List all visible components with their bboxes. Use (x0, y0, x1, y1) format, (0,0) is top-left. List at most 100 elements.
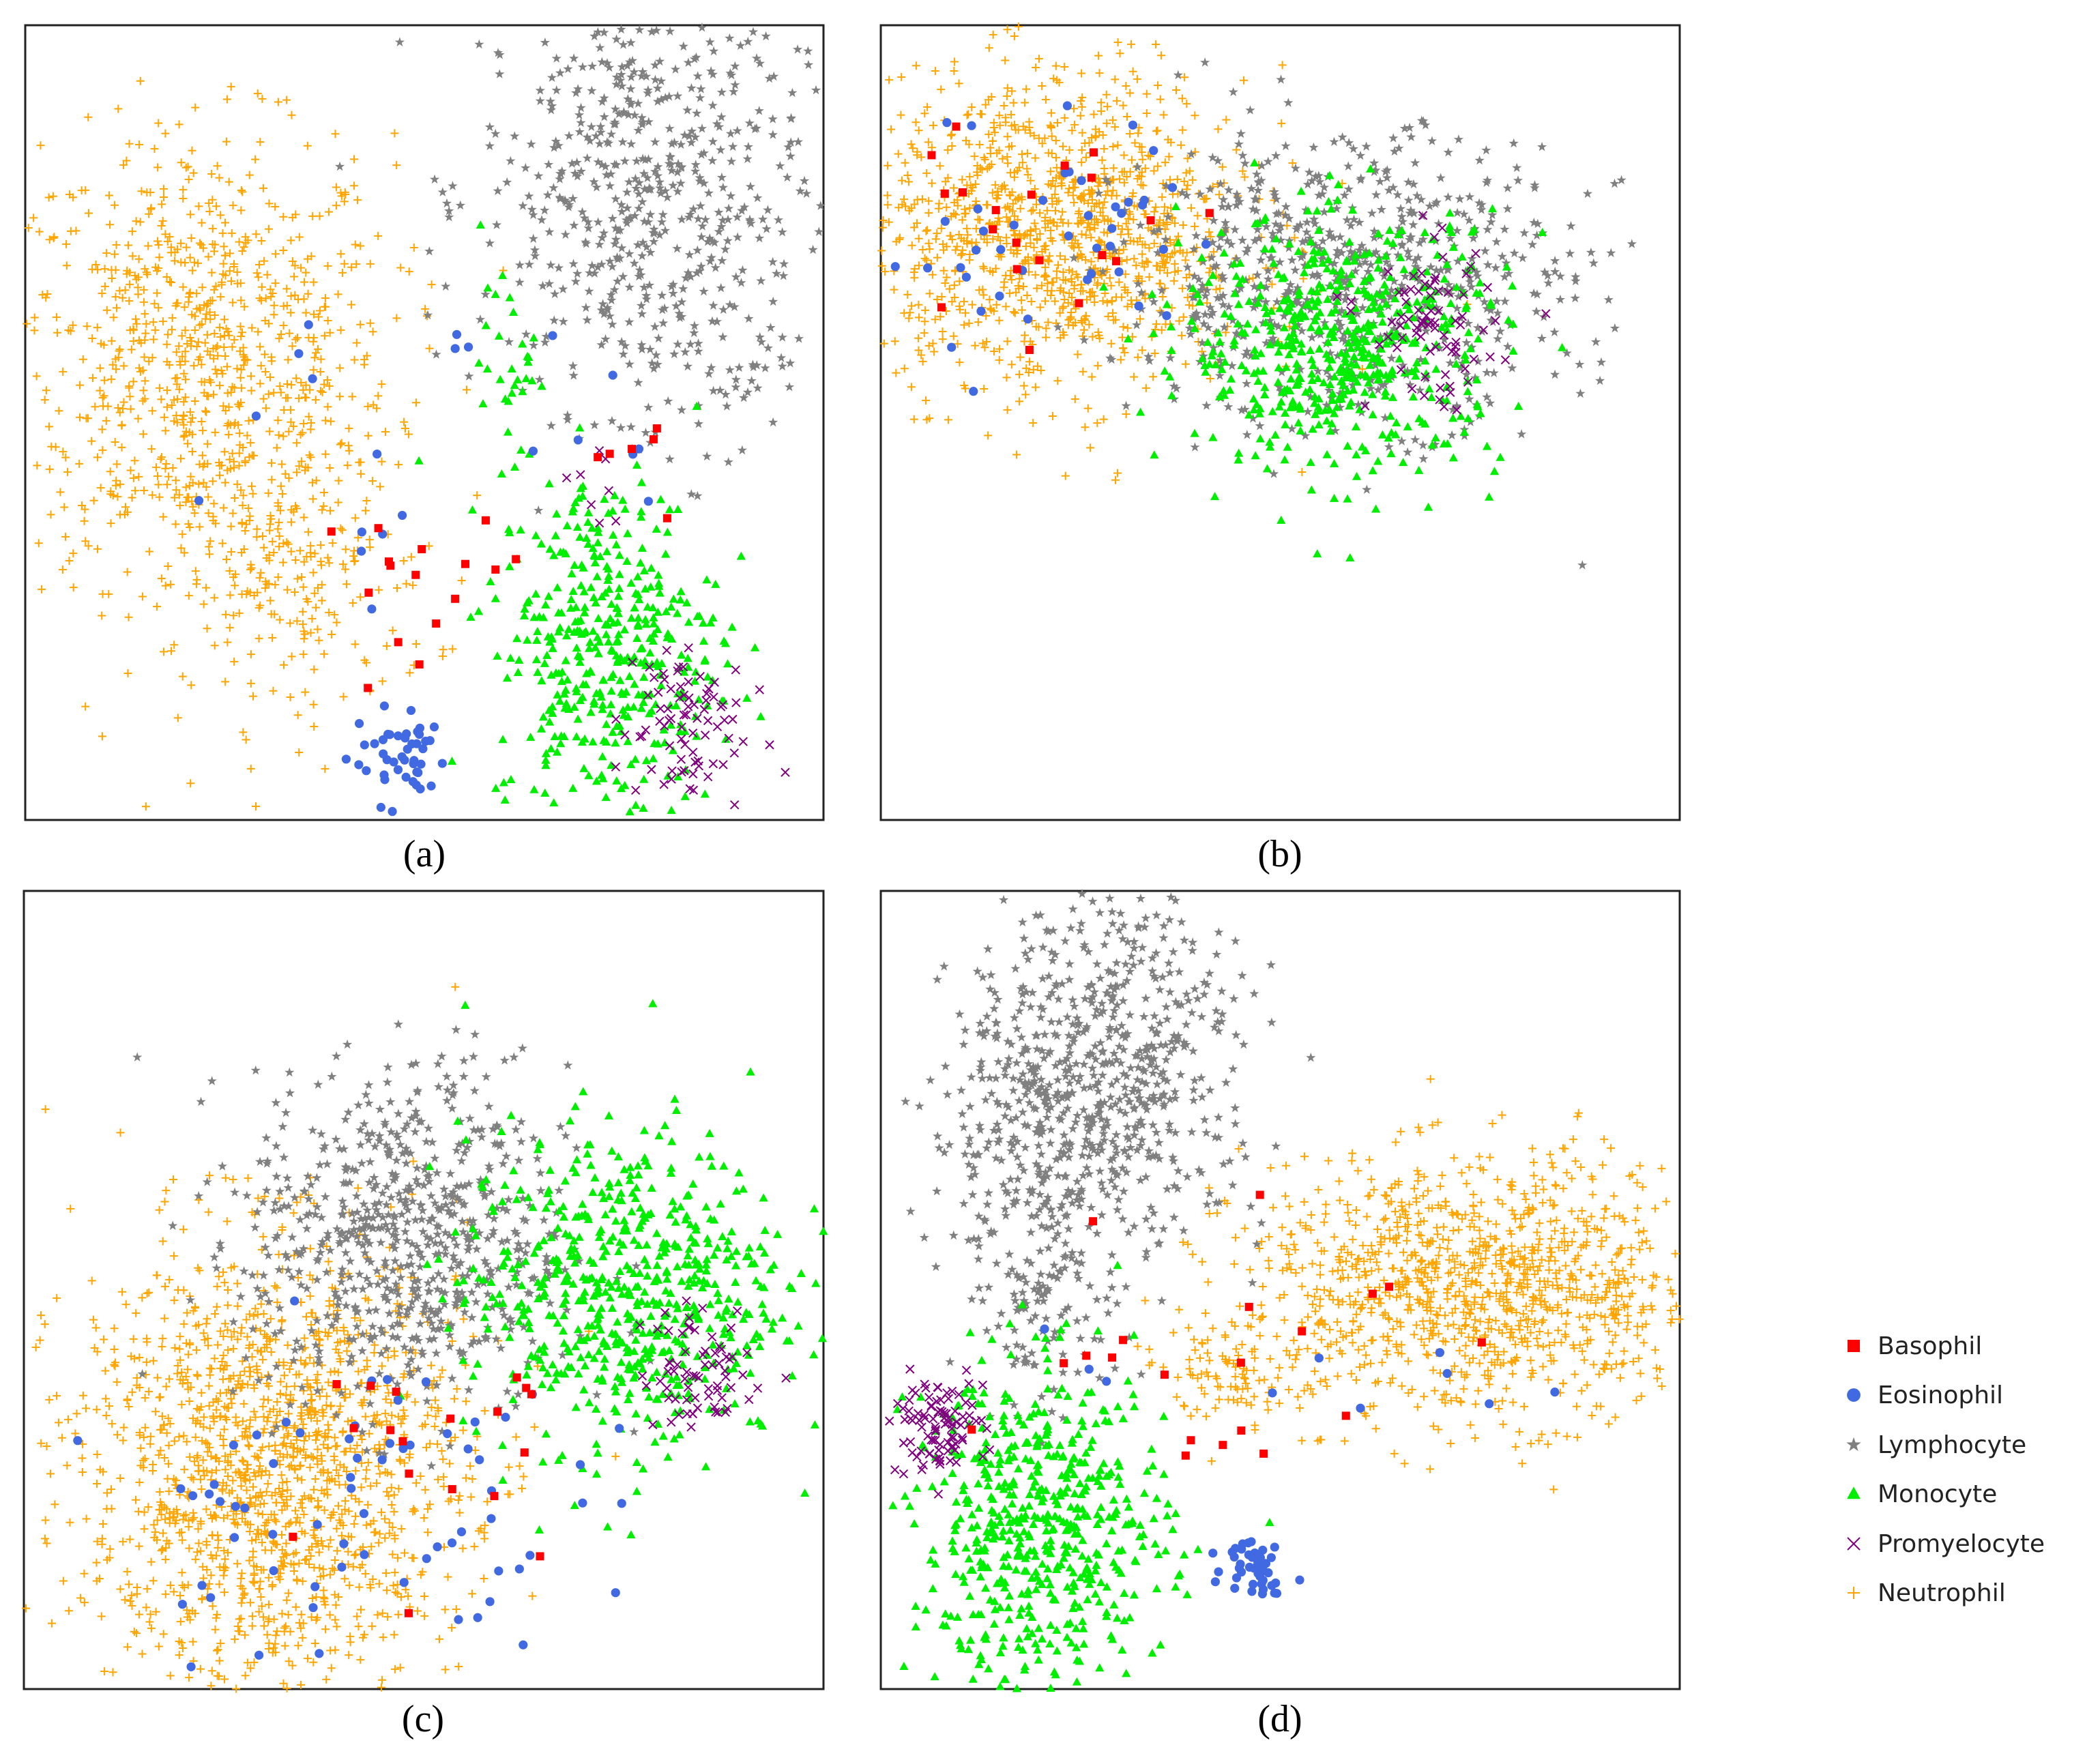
neutrophil-point (265, 199, 274, 208)
neutrophil-point (347, 300, 355, 309)
neutrophil-point (405, 267, 413, 276)
neutrophil-point (157, 222, 166, 231)
neutrophil-point (224, 327, 233, 336)
neutrophil-point (288, 342, 297, 351)
neutrophil-point (321, 450, 330, 458)
eosinophil-point (463, 342, 473, 352)
neutrophil-point (113, 460, 121, 469)
neutrophil-point (154, 471, 162, 480)
neutrophil-point (272, 443, 281, 452)
neutrophil-point (320, 380, 329, 389)
neutrophil-point (205, 375, 214, 384)
neutrophil-point (75, 413, 84, 422)
neutrophil-point (289, 272, 298, 281)
neutrophil-point (307, 252, 316, 261)
neutrophil-point (163, 237, 172, 246)
neutrophil-point (202, 408, 211, 417)
eosinophil-point (942, 118, 952, 128)
neutrophil-point (274, 430, 283, 439)
neutrophil-point (305, 451, 314, 460)
eosinophil-point (379, 749, 388, 759)
neutrophil-point (141, 377, 149, 385)
neutrophil-point (202, 482, 211, 491)
neutrophil-point (181, 326, 190, 335)
neutrophil-point (285, 329, 294, 338)
neutrophil-point (283, 585, 292, 594)
neutrophil-point (157, 395, 166, 404)
neutrophil-point (154, 304, 163, 312)
neutrophil-point (258, 94, 267, 103)
neutrophil-point (200, 460, 209, 469)
neutrophil-point (269, 388, 278, 397)
neutrophil-point (175, 342, 184, 351)
neutrophil-point (311, 396, 320, 405)
neutrophil-point (304, 527, 312, 536)
neutrophil-point (126, 405, 135, 413)
neutrophil-point (400, 417, 409, 426)
neutrophil-point (216, 211, 225, 220)
basophil-point (989, 225, 997, 234)
neutrophil-point (205, 308, 214, 317)
neutrophil-point (162, 340, 171, 349)
neutrophil-point (181, 498, 190, 507)
neutrophil-point (246, 372, 255, 381)
neutrophil-point (190, 325, 199, 334)
neutrophil-point (198, 451, 207, 460)
neutrophil-point (53, 328, 62, 337)
neutrophil-point (237, 328, 246, 337)
neutrophil-point (181, 347, 190, 356)
basophil-point (1027, 190, 1036, 199)
neutrophil-point (177, 544, 186, 553)
neutrophil-point (353, 196, 362, 205)
neutrophil-point (287, 405, 295, 414)
eosinophil-point (393, 765, 403, 774)
neutrophil-point (208, 224, 217, 233)
neutrophil-point (83, 322, 91, 331)
neutrophil-point (100, 392, 108, 400)
neutrophil-point (312, 349, 321, 357)
neutrophil-point (158, 216, 167, 225)
neutrophil-point (108, 274, 117, 283)
neutrophil-point (252, 230, 261, 239)
neutrophil-point (107, 336, 116, 345)
neutrophil-point (321, 293, 330, 302)
neutrophil-point (180, 431, 189, 440)
neutrophil-point (147, 205, 156, 214)
neutrophil-point (52, 312, 61, 321)
neutrophil-point (240, 302, 249, 311)
neutrophil-point (210, 247, 219, 256)
neutrophil-point (227, 277, 235, 286)
neutrophil-point (279, 212, 288, 221)
neutrophil-point (409, 244, 418, 252)
neutrophil-point (161, 426, 170, 435)
neutrophil-point (199, 426, 207, 435)
panel-a-frame (24, 24, 825, 821)
neutrophil-point (291, 261, 300, 270)
neutrophil-point (199, 244, 207, 252)
neutrophil-point (235, 402, 244, 411)
neutrophil-point (183, 493, 192, 502)
neutrophil-point (135, 140, 144, 149)
neutrophil-point (81, 537, 90, 546)
basophil-point (940, 189, 949, 198)
neutrophil-point (318, 388, 327, 397)
neutrophil-point (181, 163, 190, 172)
neutrophil-point (153, 267, 162, 276)
neutrophil-point (233, 267, 242, 276)
neutrophil-point (165, 233, 174, 241)
eosinophil-point (362, 766, 371, 776)
neutrophil-point (229, 298, 237, 307)
neutrophil-point (132, 217, 141, 226)
neutrophil-point (137, 187, 146, 196)
eosinophil-point (961, 272, 971, 282)
neutrophil-point (198, 283, 207, 292)
neutrophil-point (197, 360, 206, 369)
neutrophil-point (188, 266, 197, 275)
eosinophil-point (437, 759, 447, 768)
neutrophil-point (336, 250, 345, 259)
neutrophil-point (48, 192, 57, 201)
neutrophil-point (117, 443, 126, 452)
neutrophil-point (155, 493, 164, 501)
neutrophil-point (126, 280, 134, 289)
neutrophil-point (131, 314, 140, 323)
